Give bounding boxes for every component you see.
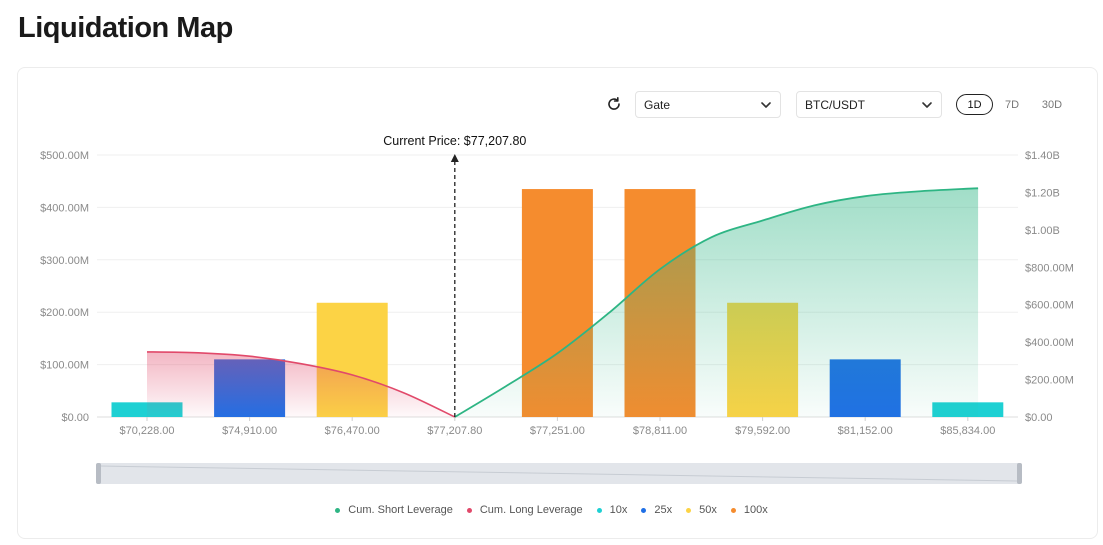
cum-short-area: [454, 188, 979, 417]
exchange-select-value: Gate: [644, 97, 671, 112]
pair-select[interactable]: BTC/USDT: [796, 91, 942, 118]
right-axis-tick-label: $0.00: [1025, 412, 1053, 424]
right-axis-tick-label: $1.40B: [1025, 150, 1060, 162]
page-title: Liquidation Map: [18, 12, 233, 44]
zoom-slider-left-handle[interactable]: [96, 463, 101, 484]
legend-label: 50x: [699, 504, 717, 516]
legend-dot: [596, 507, 602, 513]
pair-select-value: BTC/USDT: [805, 97, 865, 112]
left-axis-tick-label: $100.00M: [40, 360, 89, 372]
left-axis-tick-label: $300.00M: [40, 255, 89, 267]
right-axis-tick-label: $400.00M: [1025, 337, 1074, 349]
x-axis-tick-label: $76,470.00: [325, 425, 380, 437]
range-30d-button[interactable]: 30D: [1041, 98, 1063, 111]
legend-dot: [641, 507, 647, 513]
legend-dot: [335, 507, 341, 513]
range-1d-button[interactable]: 1D: [956, 94, 993, 115]
cum-short-line: [454, 187, 979, 418]
legend-label: 100x: [743, 504, 768, 516]
legend-dot: [686, 507, 692, 513]
legend-item-cum-short[interactable]: Cum. Short Leverage: [335, 504, 453, 516]
zoom-slider-right-handle[interactable]: [1017, 463, 1022, 484]
x-axis-tick-label: $77,251.00: [530, 425, 585, 437]
chart-legend: Cum. Short Leverage Cum. Long Leverage 1…: [0, 504, 1103, 516]
x-axis-tick-label: $74,910.00: [222, 425, 277, 437]
left-axis-tick-label: $500.00M: [40, 150, 89, 162]
cum-long-area: [147, 351, 455, 417]
legend-label: Cum. Long Leverage: [479, 504, 583, 516]
legend-label: 25x: [654, 504, 673, 516]
legend-item-50x[interactable]: 50x: [686, 504, 717, 516]
legend-dot: [466, 507, 472, 513]
exchange-select[interactable]: Gate: [635, 91, 781, 118]
x-axis-tick-label: $78,811.00: [633, 425, 687, 437]
chevron-down-icon: [921, 99, 933, 111]
range-7d-button[interactable]: 7D: [1004, 98, 1020, 111]
x-axis-tick-label: $81,152.00: [838, 425, 893, 437]
legend-item-10x[interactable]: 10x: [596, 504, 628, 516]
left-axis-tick-label: $0.00: [61, 412, 89, 424]
right-axis-tick-label: $1.00B: [1025, 225, 1060, 237]
x-axis-tick-label: $70,228.00: [119, 425, 174, 437]
legend-label: Cum. Short Leverage: [348, 504, 453, 516]
left-axis-tick-label: $200.00M: [40, 307, 89, 319]
right-axis-tick-label: $600.00M: [1025, 300, 1074, 312]
legend-label: 10x: [609, 504, 628, 516]
legend-item-cum-long[interactable]: Cum. Long Leverage: [466, 504, 583, 516]
chevron-down-icon: [760, 99, 772, 111]
x-axis-tick-label: $85,834.00: [940, 425, 995, 437]
current-price-arrow: [450, 154, 459, 162]
right-axis-tick-label: $1.20B: [1025, 187, 1060, 199]
current-price-label: Current Price: $77,207.80: [383, 134, 526, 148]
left-axis-tick-label: $400.00M: [40, 202, 89, 214]
legend-dot: [730, 507, 736, 513]
legend-item-25x[interactable]: 25x: [641, 504, 672, 516]
right-axis-tick-label: $800.00M: [1025, 262, 1074, 274]
x-axis-tick-label: $79,592.00: [735, 425, 790, 437]
cum-long-line: [146, 351, 456, 418]
legend-item-100x[interactable]: 100x: [730, 504, 768, 516]
x-axis-tick-label: $77,207.80: [427, 425, 482, 437]
refresh-icon[interactable]: [604, 94, 624, 114]
right-axis-tick-label: $200.00M: [1025, 375, 1074, 387]
